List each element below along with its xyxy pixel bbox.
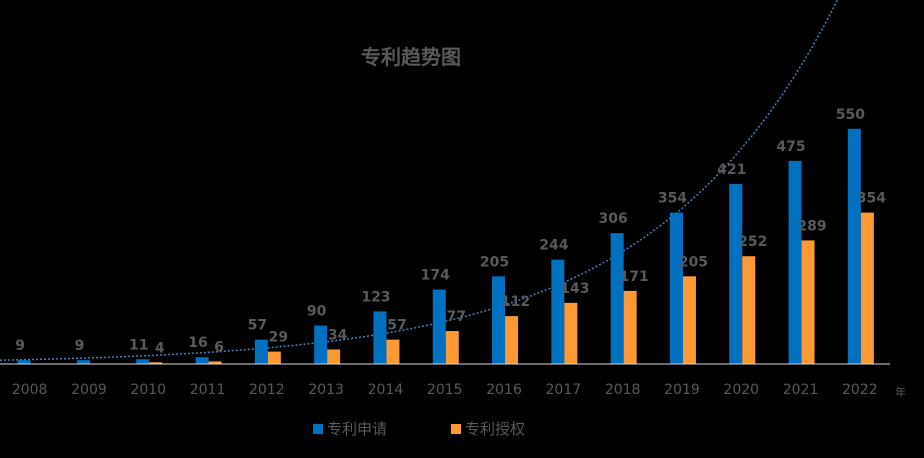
bar-applications [492, 276, 506, 364]
bar-applications [788, 160, 802, 364]
data-label-grants: 112 [501, 294, 530, 310]
x-tick-label: 2008 [12, 382, 48, 398]
x-tick-label: 2017 [546, 382, 582, 398]
bar-applications [314, 325, 328, 364]
x-tick-label: 2012 [249, 382, 285, 398]
data-label-applications: 90 [307, 304, 327, 320]
data-label-grants: 57 [387, 318, 406, 334]
x-tick-label: 2018 [605, 382, 641, 398]
bar-grants [445, 331, 459, 364]
data-label-applications: 354 [658, 191, 687, 207]
x-tick-label: 2020 [723, 382, 759, 398]
data-label-grants: 252 [738, 234, 767, 250]
exponential-trendline [0, 0, 839, 362]
data-label-grants: 29 [269, 330, 288, 346]
data-labels-layer: 9 9 11 4 16 657299034123571747720511224414330… [15, 107, 886, 357]
data-label-grants: 354 [857, 191, 886, 207]
x-tick-label: 2009 [71, 382, 107, 398]
legend-label-applications: 专利申请 [327, 420, 387, 438]
bar-grants [860, 212, 874, 364]
bar-grants [801, 240, 815, 364]
data-label-grants: 205 [679, 254, 708, 270]
bar-applications [729, 183, 743, 364]
data-label-grants: 77 [447, 309, 466, 325]
x-tick-label: 2013 [308, 382, 344, 398]
x-tick-label: 2015 [427, 382, 463, 398]
chart-title: 专利趋势图 [361, 45, 461, 69]
data-label-applications: 16 [188, 335, 207, 351]
bar-grants [267, 351, 281, 364]
data-label-grants: 171 [620, 269, 649, 285]
bar-grants [149, 362, 163, 364]
bar-grants [327, 349, 341, 364]
legend: 专利申请 专利授权 [313, 420, 525, 438]
x-tick-label: 2021 [783, 382, 819, 398]
bar-grants [742, 256, 756, 364]
data-label-applications: 123 [361, 289, 390, 305]
bar-applications [254, 339, 268, 364]
x-tick-label: 2011 [190, 382, 226, 398]
bar-applications [432, 289, 446, 364]
x-tick-label: 2010 [130, 382, 166, 398]
data-label-applications: 57 [248, 318, 267, 334]
bar-applications [76, 360, 90, 364]
data-label-grants: 34 [328, 327, 348, 343]
data-label-applications: 475 [776, 139, 805, 155]
bar-grants [682, 276, 696, 364]
x-tick-label: 2022 [842, 382, 878, 398]
data-label-applications: 205 [480, 254, 509, 270]
data-label-applications: 550 [836, 107, 865, 123]
legend-swatch-applications [313, 424, 323, 434]
data-label-grants: 4 [155, 340, 165, 356]
bar-grants [386, 339, 400, 364]
bars-layer [17, 128, 874, 364]
x-tick-label: 2016 [486, 382, 522, 398]
legend-label-grants: 专利授权 [465, 420, 525, 438]
x-tick-labels: 2008 2009 2010 2011 2012 2013 2014 2015 2016 2017… [12, 382, 878, 398]
bar-applications [551, 259, 565, 364]
data-label-applications: 421 [717, 162, 746, 178]
data-label-grants: 6 [214, 339, 224, 355]
data-label-grants: 143 [560, 281, 589, 297]
data-label-applications: 306 [599, 211, 628, 227]
bar-grants [208, 361, 222, 364]
data-label-grants: 289 [797, 218, 826, 234]
data-label-applications: 244 [539, 238, 568, 254]
bar-grants [505, 316, 519, 364]
legend-swatch-grants [451, 424, 461, 434]
x-tick-label: 2019 [664, 382, 700, 398]
data-label-applications: 11 [129, 337, 148, 353]
data-label-applications: 174 [421, 268, 450, 284]
bar-grants [564, 302, 578, 364]
data-label-applications: 9 [75, 338, 85, 354]
bar-applications [373, 311, 387, 364]
bar-applications [136, 359, 150, 364]
bar-applications [847, 128, 861, 364]
bar-applications [610, 233, 624, 364]
bar-applications [17, 360, 31, 364]
data-label-applications: 9 [15, 338, 25, 354]
x-axis-unit: 年 [895, 385, 906, 399]
bar-applications [669, 212, 683, 364]
bar-grants [623, 290, 637, 364]
x-tick-label: 2014 [368, 382, 404, 398]
trendline-layer [0, 0, 839, 362]
bar-applications [195, 357, 209, 364]
